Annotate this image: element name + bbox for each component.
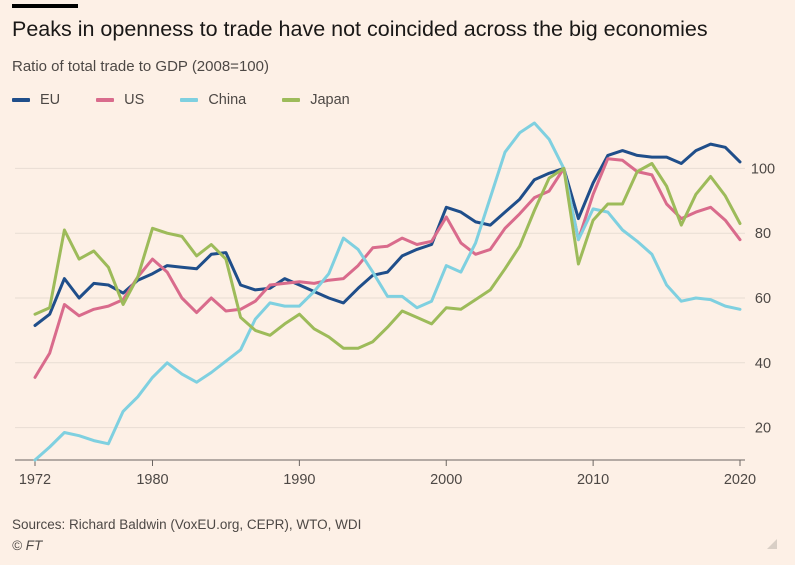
legend-label-china: China — [208, 92, 247, 108]
legend-item-china: China — [180, 92, 246, 108]
y-tick-label-20: 20 — [755, 421, 771, 437]
series-line-eu — [33, 142, 742, 327]
x-tick-label-1972: 1972 — [19, 472, 51, 488]
legend-swatch-japan — [282, 98, 301, 102]
y-tick-label-80: 80 — [755, 226, 771, 242]
legend-swatch-china — [180, 98, 199, 102]
source-note: Sources: Richard Baldwin (VoxEU.org, CEP… — [12, 517, 362, 532]
legend-label-japan: Japan — [310, 92, 350, 108]
chart-subtitle: Ratio of total trade to GDP (2008=100) — [12, 58, 269, 75]
y-tick-label-60: 60 — [755, 291, 771, 307]
legend-item-eu: EU — [12, 92, 60, 108]
series-line-us — [33, 157, 742, 379]
legend-label-us: US — [124, 92, 145, 108]
copyright-note: © FT — [12, 538, 43, 553]
x-tick-label-1990: 1990 — [283, 472, 315, 488]
y-tick-label-40: 40 — [755, 356, 771, 372]
legend-swatch-us — [96, 98, 115, 102]
chart-title: Peaks in openness to trade have not coin… — [12, 17, 708, 41]
legend-item-us: US — [96, 92, 144, 108]
x-tick-label-2010: 2010 — [577, 472, 609, 488]
x-tick-label-2000: 2000 — [430, 472, 462, 488]
legend-item-japan: Japan — [282, 92, 350, 108]
series-line-japan — [33, 162, 742, 350]
legend-swatch-eu — [12, 98, 30, 102]
y-tick-label-100: 100 — [751, 161, 775, 177]
resize-handle-icon[interactable] — [767, 539, 777, 549]
series-line-china — [33, 121, 742, 462]
chart-legend: EU US China Japan — [12, 92, 386, 108]
ft-brand-bar — [12, 4, 78, 8]
x-tick-label-1980: 1980 — [136, 472, 168, 488]
legend-label-eu: EU — [40, 92, 61, 108]
x-tick-label-2020: 2020 — [724, 472, 756, 488]
